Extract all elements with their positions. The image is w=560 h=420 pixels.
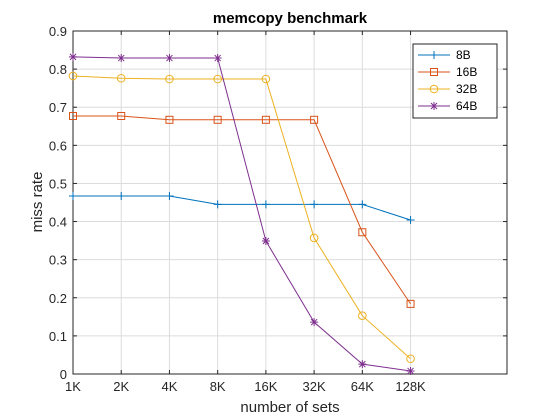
- data-point: [310, 115, 319, 124]
- data-point: [261, 200, 270, 209]
- data-point: [165, 115, 174, 124]
- y-tick-label: 0.6: [49, 138, 67, 153]
- y-axis-label: miss rate: [29, 172, 46, 233]
- data-point: [406, 299, 415, 308]
- legend-label: 32B: [456, 82, 477, 96]
- series-line: [73, 195, 411, 221]
- data-point: [117, 111, 126, 120]
- x-tick-label: 16K: [254, 379, 277, 394]
- y-tick-label: 0.4: [49, 215, 67, 230]
- data-point: [358, 200, 367, 209]
- chart-title: memcopy benchmark: [213, 10, 368, 27]
- legend-label: 8B: [456, 48, 471, 62]
- x-tick-label: 4K: [161, 379, 177, 394]
- data-point: [406, 216, 415, 225]
- legend-item-64b: 64B: [418, 99, 477, 113]
- x-tick-label: 64K: [351, 379, 374, 394]
- data-point: [358, 360, 367, 369]
- data-point: [165, 192, 174, 201]
- x-tick-label: 1K: [65, 379, 81, 394]
- series-group: [68, 52, 415, 375]
- y-tick-label: 0.5: [49, 176, 67, 191]
- y-tick-label: 0.3: [49, 253, 67, 268]
- axis-ticks: 1K 2K 4K 8K 16K 32K 64K 128K 0 0.1 0.2 0.3 0.4 0.5 0.6…: [49, 24, 507, 394]
- data-point: [261, 236, 270, 245]
- series-16b: [69, 111, 415, 308]
- data-point: [69, 52, 77, 61]
- data-point: [116, 73, 126, 83]
- y-tick-label: 0: [60, 367, 67, 382]
- legend-item-8b: 8B: [418, 48, 471, 62]
- x-tick-label: 128K: [395, 379, 426, 394]
- x-axis-label: number of sets: [240, 399, 339, 416]
- series-8b: [69, 192, 415, 225]
- y-tick-label: 0.2: [49, 291, 67, 306]
- data-point: [310, 200, 319, 209]
- legend: 8B 16B 32B 64B: [412, 43, 498, 119]
- data-point: [261, 74, 271, 84]
- x-tick-label: 8K: [210, 379, 226, 394]
- data-point: [117, 54, 126, 63]
- series-line: [73, 115, 411, 305]
- data-point: [165, 74, 174, 84]
- plot-area-border: [72, 30, 508, 375]
- series-line: [72, 56, 411, 372]
- series-32b: [68, 71, 415, 364]
- y-tick-label: 0.1: [49, 329, 67, 344]
- data-point: [213, 115, 222, 124]
- legend-item-32b: 32B: [418, 82, 477, 96]
- x-tick-label: 2K: [113, 379, 129, 394]
- y-tick-label: 0.7: [49, 100, 67, 115]
- data-point: [68, 71, 78, 81]
- data-point: [406, 354, 415, 364]
- y-tick-label: 0.9: [49, 24, 67, 39]
- data-point: [69, 111, 77, 120]
- series-64b: [69, 52, 415, 375]
- data-point: [261, 115, 270, 124]
- legend-item-16b: 16B: [418, 65, 477, 79]
- data-point: [358, 228, 367, 237]
- data-point: [406, 366, 415, 375]
- data-point: [309, 233, 319, 243]
- y-tick-label: 0.8: [49, 62, 67, 77]
- data-point: [117, 192, 126, 201]
- data-point: [310, 318, 319, 327]
- data-point: [165, 54, 174, 63]
- data-point: [69, 192, 77, 201]
- data-point: [213, 74, 222, 84]
- legend-marker: [430, 68, 438, 76]
- legend-label: 64B: [456, 99, 477, 113]
- legend-marker: [430, 102, 438, 110]
- legend-label: 16B: [456, 65, 477, 79]
- series-line: [72, 75, 411, 360]
- data-point: [213, 200, 222, 209]
- x-tick-label: 32K: [303, 379, 326, 394]
- data-point: [213, 54, 222, 63]
- legend-marker: [429, 84, 439, 94]
- data-point: [358, 311, 367, 320]
- legend-marker: [430, 51, 438, 59]
